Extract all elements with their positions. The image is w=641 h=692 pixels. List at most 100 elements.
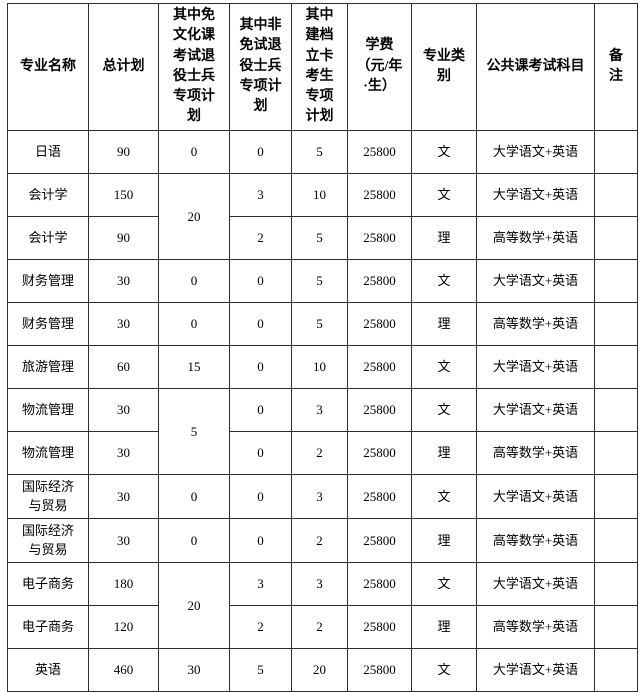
cell-card: 5 xyxy=(291,258,348,303)
cell-note xyxy=(594,387,638,432)
admissions-plan-table-container: 专业名称 总计划 其中免文化课考试退役士兵专项计划 其中非免试退役士兵专项计划 … xyxy=(7,3,638,692)
cell-exempt: 0 xyxy=(158,473,230,519)
cell-tuition: 25800 xyxy=(347,301,412,346)
cell-non-exempt: 0 xyxy=(229,344,292,389)
cell-category: 文 xyxy=(411,473,477,519)
cell-exempt: 15 xyxy=(158,344,230,389)
cell-total: 150 xyxy=(88,172,159,217)
cell-non-exempt: 0 xyxy=(229,430,292,475)
cell-tuition: 25800 xyxy=(347,172,412,217)
cell-note xyxy=(594,473,638,519)
header-category: 专业类别 xyxy=(411,3,477,131)
table-row: 物流管理 30 5 0 3 25800 文 大学语文+英语 xyxy=(7,387,638,475)
header-tuition: 学费（元/年·生） xyxy=(347,3,412,131)
cell-card: 3 xyxy=(291,561,348,606)
cell-note xyxy=(594,561,638,606)
cell-major: 电子商务 xyxy=(7,604,89,649)
cell-major: 日语 xyxy=(7,129,89,174)
cell-card: 2 xyxy=(291,517,348,563)
cell-major: 国际经济与贸易 xyxy=(7,517,89,563)
cell-category: 理 xyxy=(411,430,477,475)
cell-card: 5 xyxy=(291,215,348,260)
cell-total: 30 xyxy=(88,430,159,475)
cell-subjects: 高等数学+英语 xyxy=(476,215,595,260)
cell-exempt: 30 xyxy=(158,647,230,692)
cell-note xyxy=(594,647,638,692)
cell-major: 物流管理 xyxy=(7,387,89,432)
cell-non-exempt: 0 xyxy=(229,301,292,346)
header-exam-subjects: 公共课考试科目 xyxy=(476,3,595,131)
cell-non-exempt: 0 xyxy=(229,517,292,563)
table-row: 会计学 90 2 5 25800 理 高等数学+英语 xyxy=(7,215,638,260)
cell-major: 国际经济与贸易 xyxy=(7,473,89,519)
cell-non-exempt: 2 xyxy=(229,604,292,649)
cell-note xyxy=(594,301,638,346)
cell-subjects: 大学语文+英语 xyxy=(476,647,595,692)
cell-total: 30 xyxy=(88,258,159,303)
cell-category: 文 xyxy=(411,561,477,606)
table-row: 电子商务 180 20 3 3 25800 文 大学语文+英语 xyxy=(7,561,638,649)
cell-tuition: 25800 xyxy=(347,387,412,432)
cell-total: 120 xyxy=(88,604,159,649)
cell-tuition: 25800 xyxy=(347,647,412,692)
cell-category: 文 xyxy=(411,129,477,174)
cell-exempt-merged: 20 xyxy=(158,172,230,260)
cell-non-exempt: 0 xyxy=(229,258,292,303)
cell-major: 会计学 xyxy=(7,172,89,217)
cell-tuition: 25800 xyxy=(347,129,412,174)
cell-total: 90 xyxy=(88,215,159,260)
header-row: 专业名称 总计划 其中免文化课考试退役士兵专项计划 其中非免试退役士兵专项计划 … xyxy=(7,3,638,131)
cell-subjects: 大学语文+英语 xyxy=(476,172,595,217)
header-registered-poor-plan: 其中建档立卡考生专项计划 xyxy=(291,3,348,131)
cell-tuition: 25800 xyxy=(347,473,412,519)
cell-major: 物流管理 xyxy=(7,430,89,475)
cell-tuition: 25800 xyxy=(347,215,412,260)
cell-total: 30 xyxy=(88,517,159,563)
cell-subjects: 大学语文+英语 xyxy=(476,129,595,174)
cell-major: 英语 xyxy=(7,647,89,692)
cell-tuition: 25800 xyxy=(347,604,412,649)
cell-subjects: 高等数学+英语 xyxy=(476,604,595,649)
cell-note xyxy=(594,517,638,563)
cell-tuition: 25800 xyxy=(347,344,412,389)
table-row: 财务管理 30 0 0 5 25800 文 大学语文+英语 xyxy=(7,258,638,303)
cell-category: 文 xyxy=(411,647,477,692)
admissions-plan-table: 专业名称 总计划 其中免文化课考试退役士兵专项计划 其中非免试退役士兵专项计划 … xyxy=(7,3,638,692)
cell-total: 60 xyxy=(88,344,159,389)
cell-note xyxy=(594,258,638,303)
cell-subjects: 高等数学+英语 xyxy=(476,517,595,563)
cell-subjects: 大学语文+英语 xyxy=(476,473,595,519)
cell-subjects: 高等数学+英语 xyxy=(476,430,595,475)
cell-note xyxy=(594,604,638,649)
cell-card: 5 xyxy=(291,301,348,346)
cell-total: 90 xyxy=(88,129,159,174)
cell-subjects: 大学语文+英语 xyxy=(476,344,595,389)
cell-non-exempt: 5 xyxy=(229,647,292,692)
cell-card: 2 xyxy=(291,604,348,649)
cell-non-exempt: 3 xyxy=(229,561,292,606)
cell-note xyxy=(594,129,638,174)
cell-category: 理 xyxy=(411,301,477,346)
cell-non-exempt: 0 xyxy=(229,129,292,174)
table-row: 财务管理 30 0 0 5 25800 理 高等数学+英语 xyxy=(7,301,638,346)
cell-card: 3 xyxy=(291,473,348,519)
table-row: 旅游管理 60 15 0 10 25800 文 大学语文+英语 xyxy=(7,344,638,389)
cell-tuition: 25800 xyxy=(347,517,412,563)
cell-category: 理 xyxy=(411,604,477,649)
table-row: 会计学 150 20 3 10 25800 文 大学语文+英语 xyxy=(7,172,638,260)
cell-exempt-merged: 5 xyxy=(158,387,230,475)
header-major: 专业名称 xyxy=(7,3,89,131)
cell-note xyxy=(594,215,638,260)
table-row: 国际经济与贸易 30 0 0 2 25800 理 高等数学+英语 xyxy=(7,517,638,563)
cell-tuition: 25800 xyxy=(347,258,412,303)
cell-category: 理 xyxy=(411,517,477,563)
header-total-plan: 总计划 xyxy=(88,3,159,131)
cell-card: 5 xyxy=(291,129,348,174)
cell-non-exempt: 3 xyxy=(229,172,292,217)
header-exempt-veteran-plan: 其中免文化课考试退役士兵专项计划 xyxy=(158,3,230,131)
cell-major: 电子商务 xyxy=(7,561,89,606)
cell-non-exempt: 0 xyxy=(229,473,292,519)
cell-note xyxy=(594,430,638,475)
cell-card: 2 xyxy=(291,430,348,475)
cell-card: 3 xyxy=(291,387,348,432)
